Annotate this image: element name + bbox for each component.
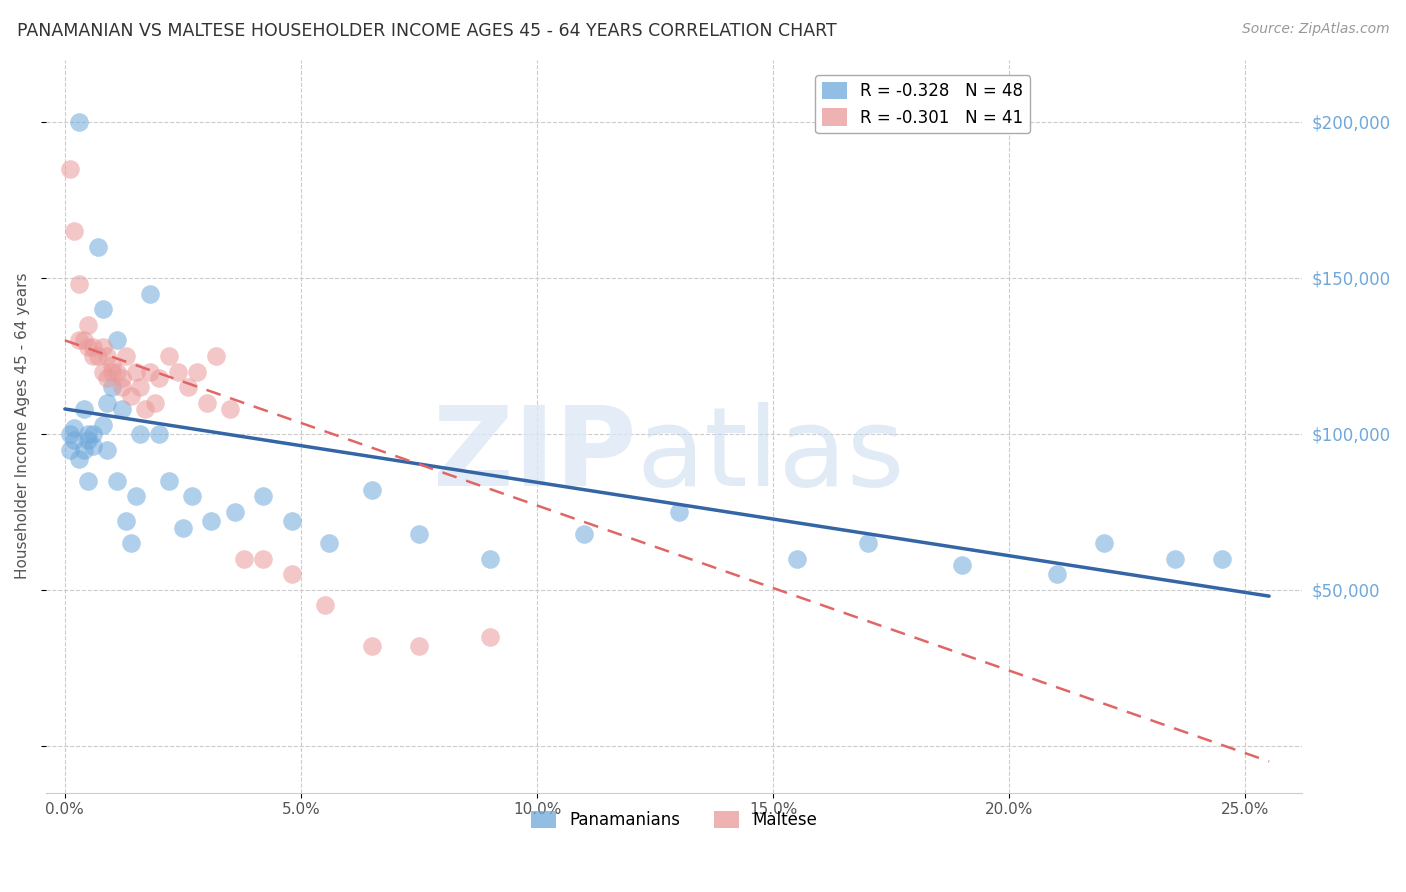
Point (58, 161, 80, 176)
Point (105, 365, 128, 379)
Point (280, 514, 302, 528)
Point (82, 349, 104, 363)
Point (195, 395, 218, 409)
Point (105, 474, 128, 488)
Point (110, 380, 132, 394)
Point (82, 439, 104, 453)
Point (63, 433, 86, 447)
Point (139, 365, 162, 379)
Point (148, 371, 170, 385)
Point (1163, 551, 1185, 566)
Y-axis label: Householder Income Ages 45 - 64 years: Householder Income Ages 45 - 64 years (15, 273, 30, 580)
Point (125, 489, 148, 503)
Legend: Panamanians, Maltese: Panamanians, Maltese (524, 804, 824, 836)
Point (73, 334, 96, 348)
Point (167, 365, 190, 379)
Point (82, 426, 104, 441)
Point (856, 536, 879, 550)
Point (91, 302, 114, 317)
Point (77, 474, 100, 488)
Point (96, 349, 118, 363)
Point (172, 520, 194, 534)
Point (1092, 536, 1115, 550)
Point (1045, 567, 1067, 582)
Point (157, 474, 180, 488)
Text: PANAMANIAN VS MALTESE HOUSEHOLDER INCOME AGES 45 - 64 YEARS CORRELATION CHART: PANAMANIAN VS MALTESE HOUSEHOLDER INCOME… (17, 22, 837, 40)
Point (91, 417, 114, 432)
Point (58, 426, 80, 441)
Point (139, 286, 162, 301)
Point (67, 451, 90, 466)
Point (87, 349, 110, 363)
Point (115, 349, 138, 363)
Point (129, 380, 152, 394)
Point (101, 380, 124, 394)
Point (77, 433, 100, 447)
Point (280, 567, 302, 582)
Point (318, 536, 340, 550)
Point (360, 483, 382, 497)
Point (668, 505, 690, 519)
Point (176, 380, 198, 394)
Text: Source: ZipAtlas.com: Source: ZipAtlas.com (1241, 22, 1389, 37)
Point (96, 442, 118, 457)
Point (252, 489, 274, 503)
Point (77, 340, 100, 354)
Point (233, 551, 256, 566)
Point (408, 639, 430, 653)
Point (110, 401, 132, 416)
Point (219, 401, 242, 416)
Point (478, 551, 501, 566)
Point (77, 318, 100, 332)
Point (950, 558, 973, 572)
Point (129, 426, 152, 441)
Point (186, 365, 208, 379)
Point (101, 365, 124, 379)
Point (120, 389, 142, 403)
Point (360, 639, 382, 653)
Point (120, 536, 142, 550)
Point (205, 349, 228, 363)
Text: ZIP: ZIP (433, 402, 637, 509)
Point (574, 526, 596, 541)
Point (91, 365, 114, 379)
Point (73, 401, 96, 416)
Point (67, 277, 90, 292)
Point (224, 505, 246, 519)
Point (73, 442, 96, 457)
Point (82, 340, 104, 354)
Point (67, 334, 90, 348)
Point (96, 395, 118, 409)
Point (96, 371, 118, 385)
Point (101, 359, 124, 373)
Point (200, 514, 222, 528)
Point (115, 514, 138, 528)
Point (110, 371, 132, 385)
Point (314, 599, 336, 613)
Point (77, 426, 100, 441)
Point (67, 115, 90, 129)
Point (63, 420, 86, 434)
Point (1211, 551, 1233, 566)
Point (134, 401, 156, 416)
Point (408, 526, 430, 541)
Point (91, 340, 114, 354)
Point (148, 426, 170, 441)
Point (87, 240, 110, 254)
Point (105, 334, 128, 348)
Point (181, 489, 204, 503)
Point (157, 349, 180, 363)
Point (252, 551, 274, 566)
Point (143, 395, 166, 409)
Point (58, 442, 80, 457)
Point (125, 365, 148, 379)
Point (478, 630, 501, 644)
Point (786, 551, 808, 566)
Text: atlas: atlas (637, 402, 905, 509)
Point (63, 224, 86, 238)
